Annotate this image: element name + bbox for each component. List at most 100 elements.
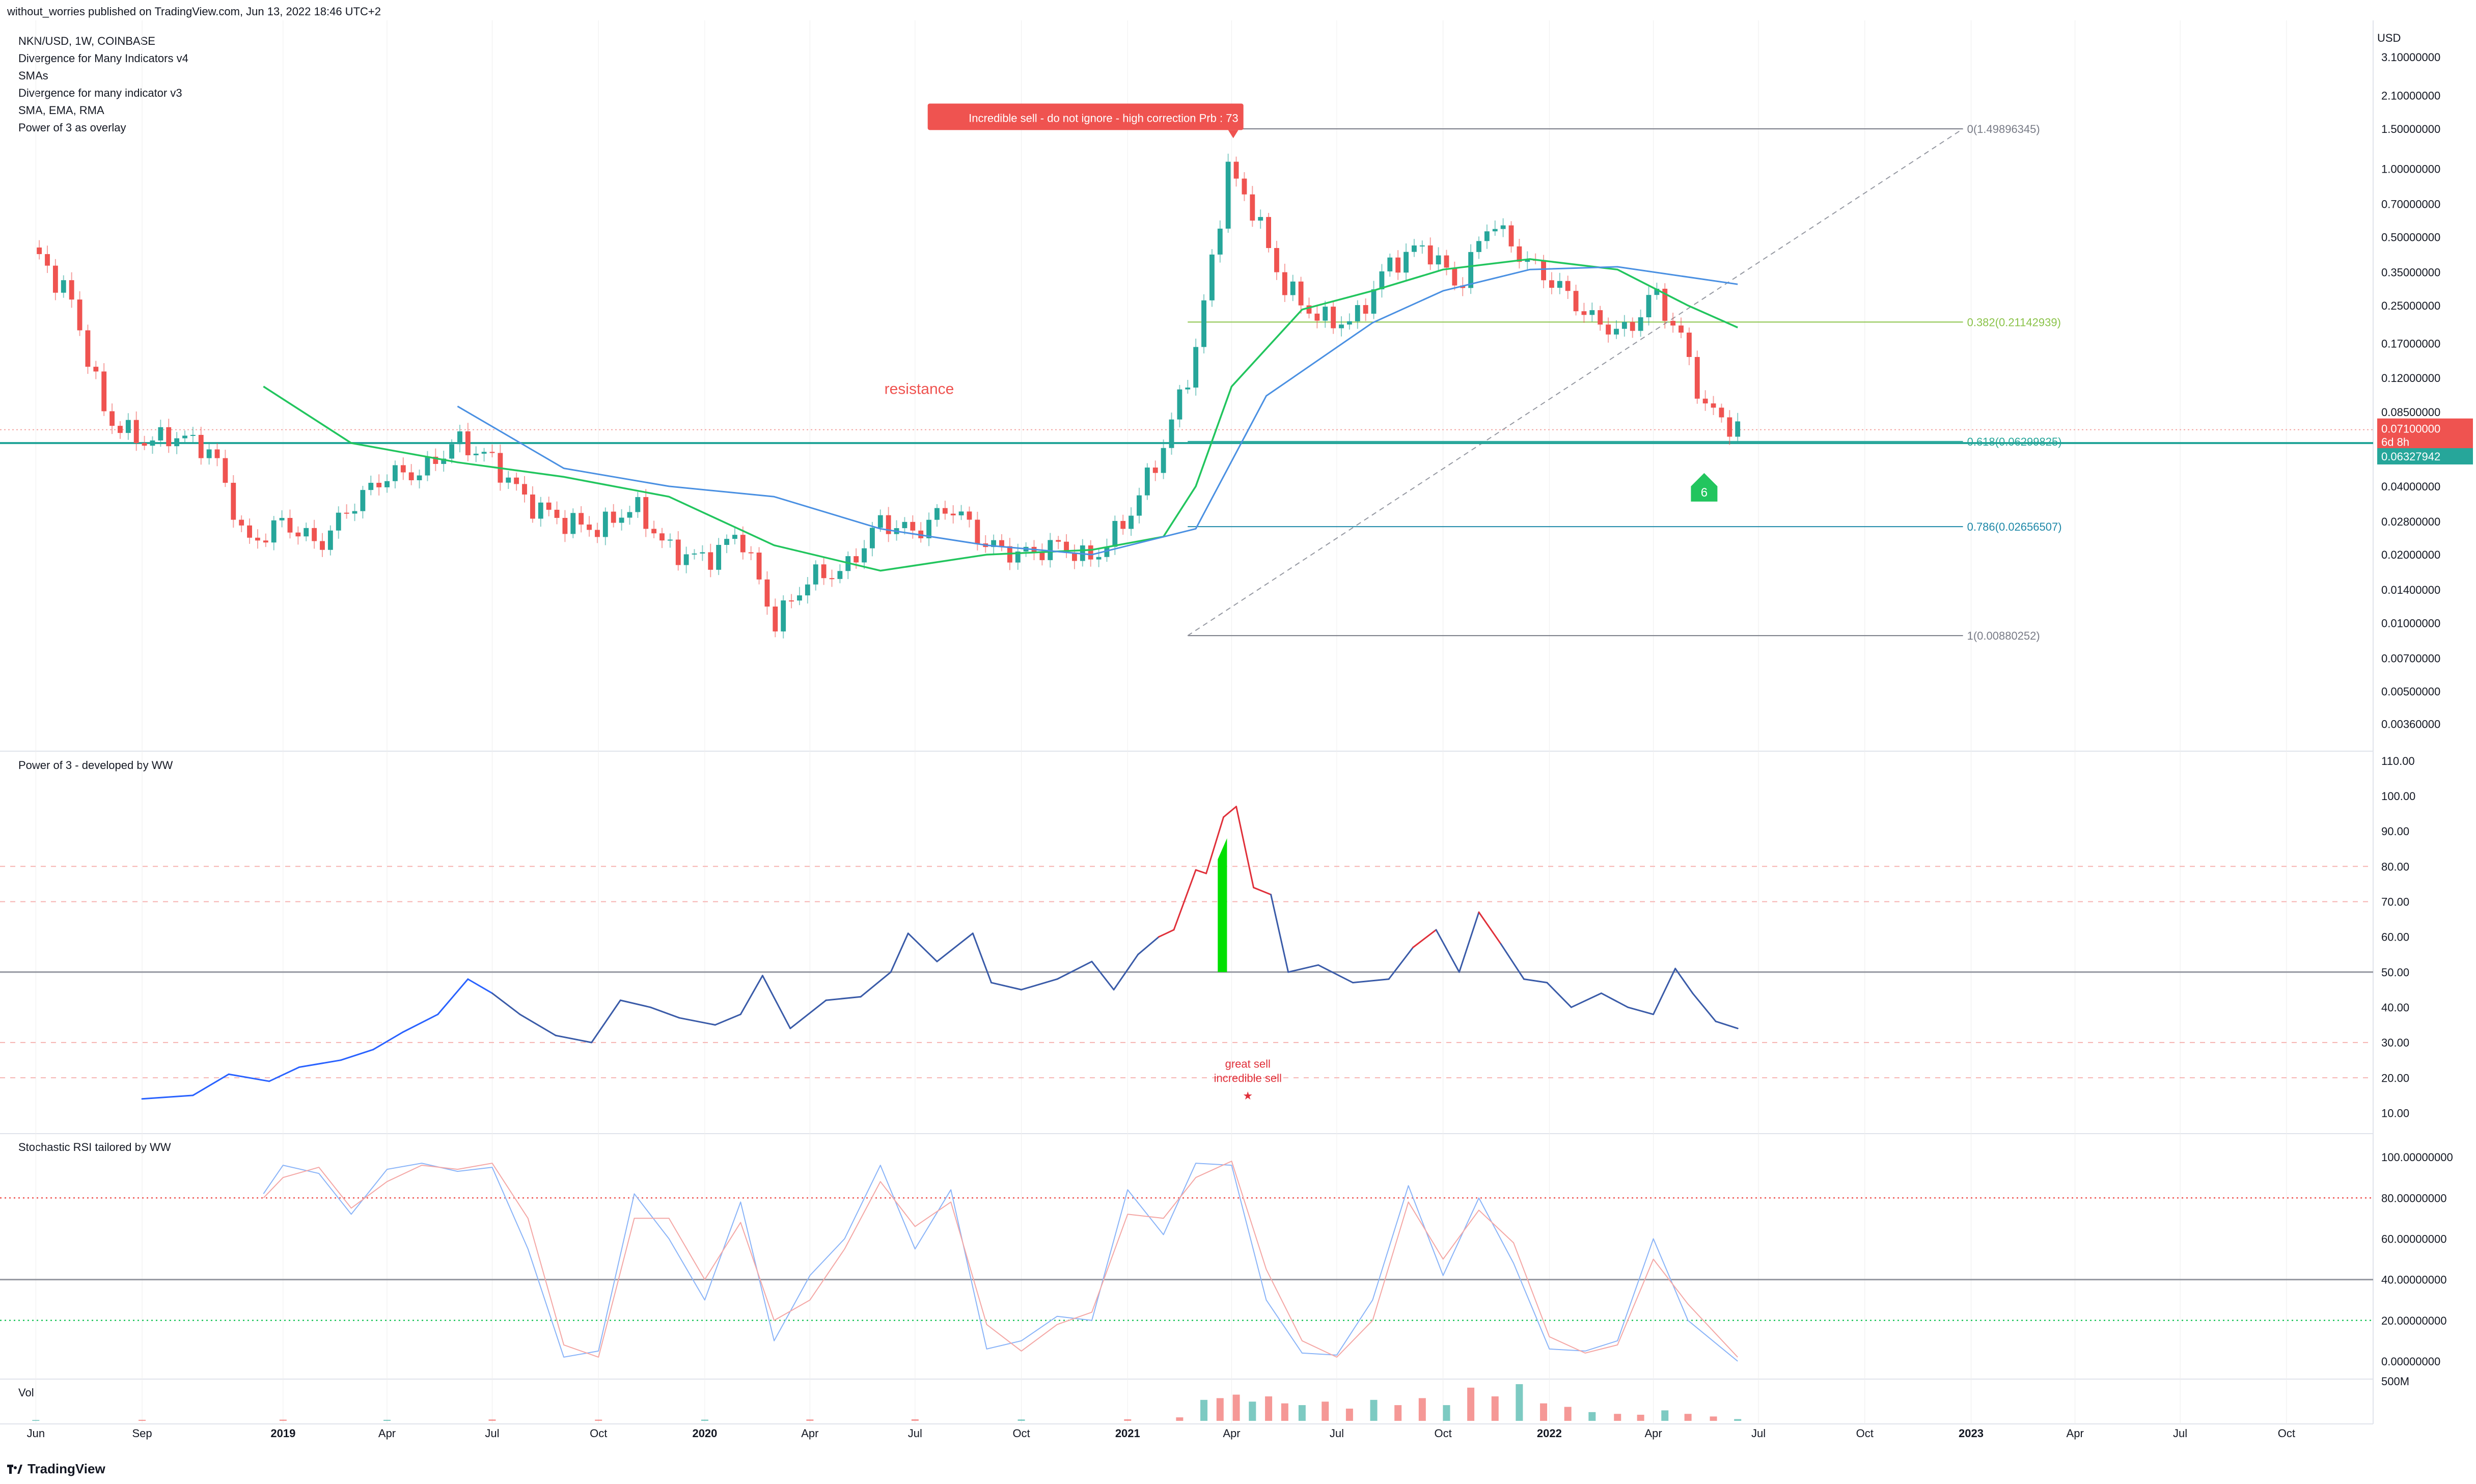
volume-bar[interactable] [488, 1419, 496, 1421]
candle[interactable] [506, 471, 511, 489]
power3-line-segment[interactable] [1412, 929, 1437, 948]
candle[interactable] [433, 448, 438, 471]
candle[interactable] [926, 512, 931, 546]
candle[interactable] [570, 508, 576, 538]
candle[interactable] [1193, 338, 1199, 396]
power3-pane-title[interactable]: Power of 3 - developed by WW [18, 759, 173, 772]
power3-line-segment[interactable] [825, 996, 862, 1001]
volume-bar[interactable] [1249, 1401, 1256, 1421]
candle[interactable] [1492, 220, 1498, 236]
candle[interactable] [1404, 243, 1409, 280]
candle[interactable] [352, 503, 357, 521]
candle[interactable] [1508, 221, 1514, 253]
candle[interactable] [821, 557, 827, 585]
fibonacci-trend-line[interactable] [1187, 128, 1964, 636]
power3-line-segment[interactable] [298, 1059, 342, 1068]
candle[interactable] [1621, 315, 1627, 337]
power3-line-segment[interactable] [340, 1049, 374, 1061]
candle[interactable] [862, 540, 867, 569]
candle[interactable] [1444, 250, 1449, 276]
power3-line-segment[interactable] [519, 1013, 557, 1036]
candle[interactable] [514, 473, 519, 491]
candle[interactable] [708, 543, 713, 578]
power3-line-segment[interactable] [402, 1013, 439, 1033]
candle[interactable] [1557, 272, 1562, 294]
candle[interactable] [417, 470, 422, 489]
volume-bar[interactable] [1684, 1414, 1692, 1421]
candle[interactable] [93, 361, 99, 379]
candle[interactable] [1679, 317, 1684, 339]
candle[interactable] [902, 517, 907, 535]
candle[interactable] [408, 464, 414, 485]
candle[interactable] [789, 594, 794, 609]
candle[interactable] [732, 527, 737, 544]
volume-bar[interactable] [383, 1419, 391, 1421]
candle[interactable] [756, 547, 762, 585]
volume-bar[interactable] [1516, 1384, 1523, 1421]
power3-line-segment[interactable] [1435, 929, 1460, 973]
candle[interactable] [797, 587, 802, 606]
candle[interactable] [781, 595, 786, 639]
candle[interactable] [1581, 303, 1587, 323]
candle[interactable] [271, 516, 277, 551]
candle[interactable] [813, 560, 818, 591]
power3-highlight-bar[interactable] [1218, 838, 1227, 972]
candle[interactable] [934, 504, 940, 527]
candle[interactable] [457, 425, 462, 453]
candle[interactable] [1072, 544, 1077, 569]
power3-line-segment[interactable] [1270, 894, 1289, 973]
volume-bar[interactable] [1345, 1408, 1353, 1421]
buy-signal-marker[interactable]: 6 [1691, 473, 1718, 502]
candle[interactable] [829, 569, 835, 587]
candle[interactable] [45, 245, 50, 273]
power3-line-segment[interactable] [1674, 968, 1694, 994]
candle[interactable] [1080, 539, 1085, 567]
candle[interactable] [1638, 309, 1643, 337]
power3-line-segment[interactable] [1021, 978, 1058, 991]
candle[interactable] [1702, 390, 1708, 411]
candle[interactable] [579, 506, 584, 533]
candle[interactable] [1654, 283, 1660, 300]
volume-bar[interactable] [1200, 1399, 1208, 1421]
legend-indicator[interactable]: Power of 3 as overlay [18, 121, 126, 134]
candle[interactable] [247, 518, 252, 544]
candle[interactable] [643, 489, 649, 537]
candle[interactable] [1056, 536, 1061, 549]
power3-line-segment[interactable] [1158, 929, 1175, 938]
candle[interactable] [1670, 312, 1676, 333]
candle[interactable] [425, 451, 430, 481]
volume-bar[interactable] [139, 1419, 146, 1421]
candle[interactable] [368, 475, 374, 496]
candle[interactable] [1412, 239, 1417, 257]
candle[interactable] [1161, 439, 1166, 479]
candle[interactable] [1177, 384, 1182, 428]
candle[interactable] [1137, 487, 1142, 524]
candle[interactable] [627, 506, 632, 525]
volume-bar[interactable] [32, 1420, 40, 1421]
candle[interactable] [1274, 240, 1279, 280]
power3-line-segment[interactable] [1500, 943, 1525, 980]
candle[interactable] [950, 505, 956, 524]
power3-line-segment[interactable] [789, 999, 827, 1029]
candle[interactable] [1719, 403, 1724, 423]
candle[interactable] [1427, 237, 1433, 270]
volume-bar[interactable] [1216, 1398, 1224, 1421]
volume-bar[interactable] [701, 1419, 708, 1421]
candle[interactable] [1517, 239, 1522, 269]
power3-line-segment[interactable] [936, 932, 974, 963]
candle[interactable] [1589, 303, 1595, 322]
candle[interactable] [886, 507, 891, 542]
candle[interactable] [336, 506, 341, 539]
legend-indicator[interactable]: Divergence for many indicator v3 [18, 87, 182, 99]
volume-bar[interactable] [1661, 1410, 1669, 1421]
candle[interactable] [150, 436, 155, 454]
candle[interactable] [481, 448, 487, 462]
candle[interactable] [1064, 534, 1069, 558]
candle[interactable] [1363, 298, 1368, 321]
power3-line-segment[interactable] [591, 999, 621, 1043]
candle[interactable] [602, 507, 608, 545]
power3-line-segment[interactable] [678, 1017, 716, 1026]
power3-line-segment[interactable] [1388, 946, 1414, 980]
volume-bar[interactable] [1734, 1419, 1742, 1421]
